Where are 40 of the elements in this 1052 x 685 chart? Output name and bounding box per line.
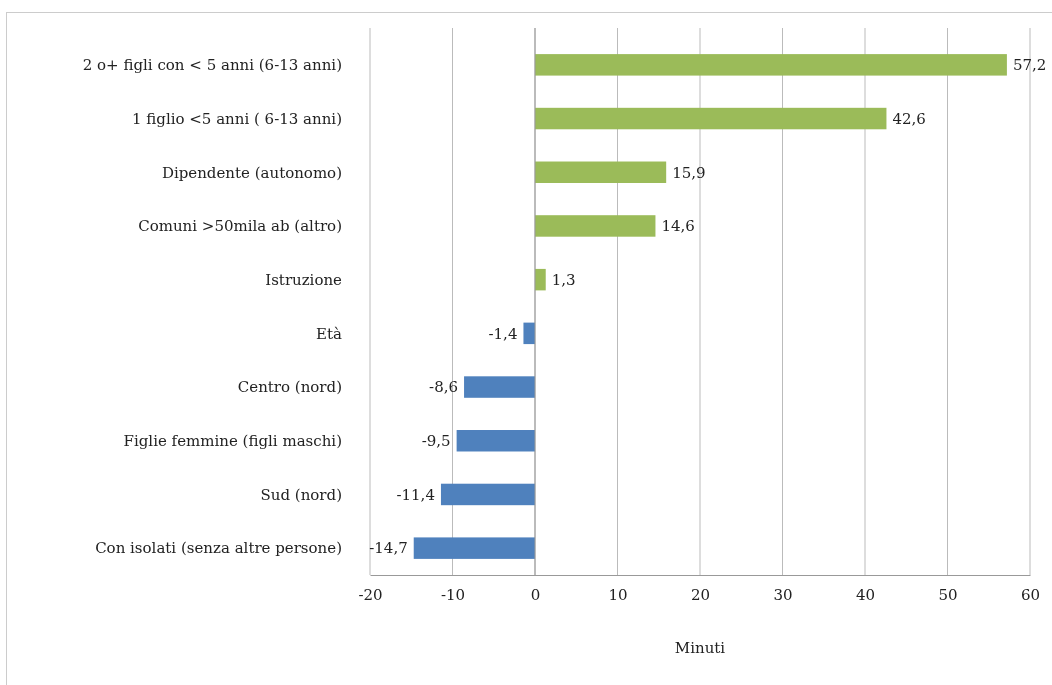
x-tick-label: 40 xyxy=(855,585,876,604)
data-label: -1,4 xyxy=(488,324,518,343)
data-label: 1,3 xyxy=(551,270,576,289)
bar xyxy=(535,54,1007,76)
bar xyxy=(456,430,535,452)
x-tick-label: -20 xyxy=(358,585,383,604)
bar xyxy=(523,322,535,345)
y-tick-label: Con isolati (senza altre persone) xyxy=(95,539,342,558)
x-tick-label: 20 xyxy=(690,585,711,604)
y-tick-label: Istruzione xyxy=(265,270,343,289)
data-label: -9,5 xyxy=(421,432,451,450)
y-tick-label: 2 o+ figli con < 5 anni (6-13 anni) xyxy=(82,56,342,75)
bar xyxy=(535,161,667,183)
data-label: 57,2 xyxy=(1012,56,1047,75)
data-label: 14,6 xyxy=(661,217,695,236)
bar xyxy=(535,215,656,237)
y-tick-label: Età xyxy=(316,324,343,343)
bar xyxy=(464,376,535,398)
bar xyxy=(440,483,535,506)
data-label: -8,6 xyxy=(429,378,459,397)
y-tick-label: Sud (nord) xyxy=(260,485,342,504)
bar xyxy=(535,107,887,130)
x-tick-label: 0 xyxy=(530,585,541,604)
data-label: -11,4 xyxy=(396,485,435,504)
data-label: 15,9 xyxy=(672,163,706,182)
x-tick-label: 30 xyxy=(773,585,793,604)
data-label: 42,6 xyxy=(892,109,926,128)
y-tick-label: 1 figlio <5 anni ( 6-13 anni) xyxy=(131,109,342,128)
x-tick-label: 10 xyxy=(608,585,628,604)
bar xyxy=(535,268,546,291)
y-tick-label: Dipendente (autonomo) xyxy=(161,163,342,182)
y-tick-label: Figlie femmine (figli maschi) xyxy=(123,432,342,450)
y-tick-label: Centro (nord) xyxy=(237,378,342,397)
x-tick-label: 60 xyxy=(1020,585,1041,604)
data-label: -14,7 xyxy=(369,539,408,558)
y-tick-label: Comuni >50mila ab (altro) xyxy=(138,217,342,236)
x-tick-label: -10 xyxy=(440,585,466,604)
x-tick-label: 50 xyxy=(938,585,958,604)
x-axis-title: Minuti xyxy=(674,639,726,657)
bar xyxy=(413,537,535,559)
